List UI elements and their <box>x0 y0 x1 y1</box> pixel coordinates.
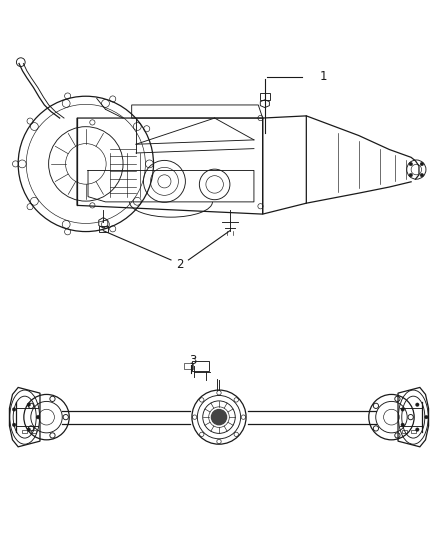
Circle shape <box>27 403 31 407</box>
Bar <box>99 227 108 231</box>
Circle shape <box>12 423 16 426</box>
Circle shape <box>409 162 413 166</box>
Text: 1: 1 <box>319 70 327 83</box>
Bar <box>192 361 209 371</box>
Circle shape <box>401 408 404 411</box>
Circle shape <box>401 423 404 426</box>
Text: 3: 3 <box>189 354 197 367</box>
Circle shape <box>212 409 226 425</box>
Circle shape <box>416 428 419 431</box>
Circle shape <box>425 415 428 419</box>
Bar <box>402 430 407 433</box>
Bar <box>184 363 193 369</box>
Bar <box>260 93 270 100</box>
Bar <box>22 430 27 433</box>
Circle shape <box>27 428 31 431</box>
Circle shape <box>420 162 424 166</box>
Circle shape <box>36 415 39 419</box>
Circle shape <box>409 173 413 177</box>
Bar <box>411 430 416 433</box>
Circle shape <box>416 403 419 407</box>
Text: 2: 2 <box>176 258 184 271</box>
Circle shape <box>12 408 16 411</box>
Bar <box>31 430 36 433</box>
Circle shape <box>420 173 424 177</box>
